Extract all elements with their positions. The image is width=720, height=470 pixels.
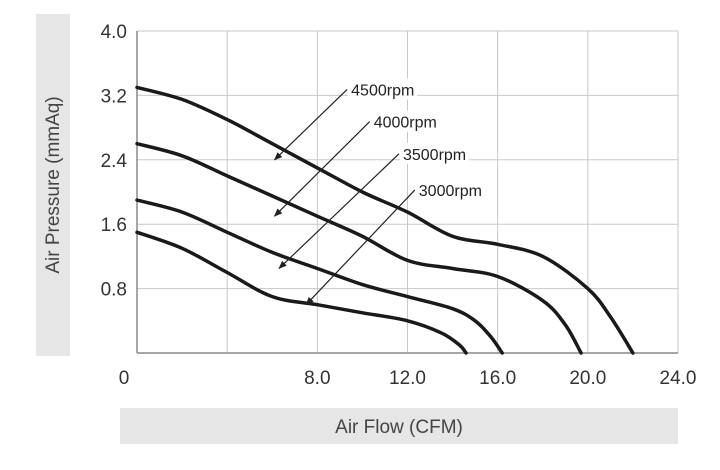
curve-3500rpm <box>135 198 504 355</box>
x-axis-title: Air Flow (CFM) <box>335 417 463 438</box>
x-tick-label: 0 <box>119 368 130 389</box>
curve-4500rpm <box>135 85 635 355</box>
x-tick-label: 16.0 <box>479 368 516 389</box>
arrow-4500rpm <box>273 88 348 161</box>
y-tick-label: 4.0 <box>101 22 127 43</box>
label-4000rpm: 4000rpm <box>374 115 437 132</box>
y-tick-label: 3.2 <box>101 86 127 107</box>
x-tick-label: 20.0 <box>569 368 606 389</box>
xlabel-band <box>120 408 678 444</box>
arrow-4000rpm <box>273 121 371 217</box>
y-tick-label: 0.8 <box>101 280 127 301</box>
curve-3000rpm <box>135 230 468 355</box>
arrow-3000rpm <box>305 189 416 306</box>
y-tick-label: 1.6 <box>101 215 127 236</box>
y-axis-title: Air Pressure (mmAq) <box>43 96 64 273</box>
x-tick-label: 24.0 <box>660 368 697 389</box>
label-4500rpm: 4500rpm <box>351 82 414 99</box>
x-tick-label: 12.0 <box>389 368 426 389</box>
x-tick-label: 8.0 <box>304 368 330 389</box>
label-bg-4500rpm <box>348 78 418 100</box>
ylabel-band <box>36 14 70 356</box>
label-bg-4000rpm <box>370 110 440 132</box>
label-bg-3000rpm <box>415 179 485 201</box>
arrow-3500rpm <box>278 153 400 270</box>
curves <box>135 85 635 355</box>
y-tick-label: 2.4 <box>101 151 128 172</box>
label-3500rpm: 3500rpm <box>403 147 466 164</box>
curve-4000rpm <box>135 141 583 355</box>
axes <box>136 31 678 354</box>
label-bg-3500rpm <box>399 142 469 164</box>
curve-annotations: 4500rpm 4000rpm 3500rpm 3000rpm <box>273 78 485 306</box>
tick-labels: 0 8.0 12.0 16.0 20.0 24.0 0.8 1.6 2.4 3.2 4.0 <box>101 22 697 389</box>
label-3000rpm: 3000rpm <box>419 183 482 200</box>
